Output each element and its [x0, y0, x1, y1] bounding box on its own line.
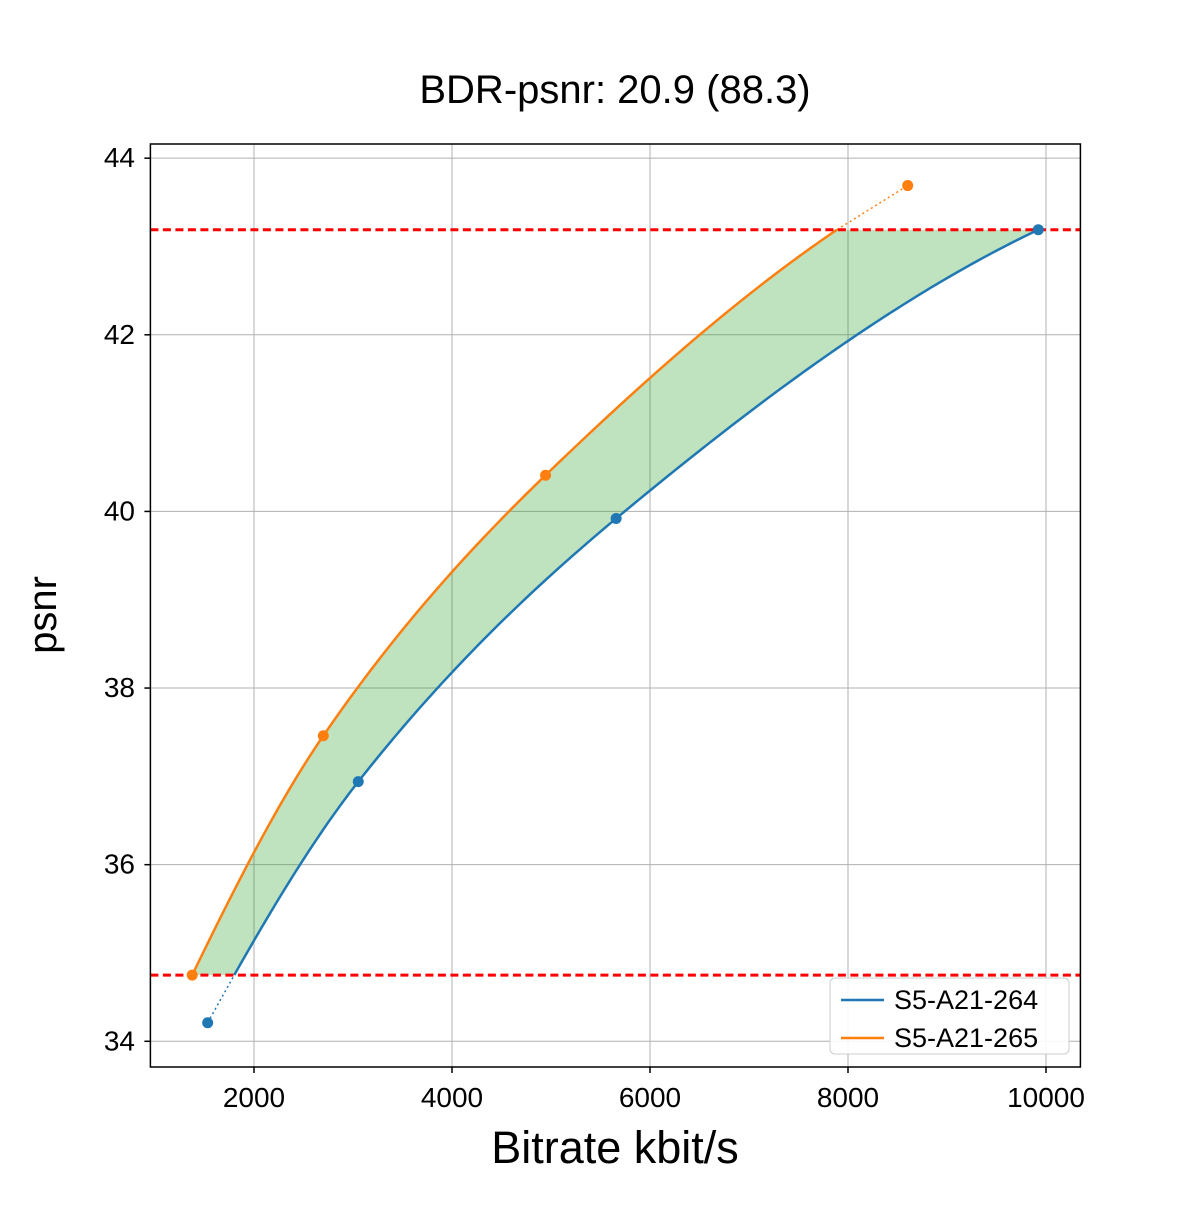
svg-text:Bitrate kbit/s: Bitrate kbit/s [491, 1122, 739, 1173]
svg-text:S5-A21-265: S5-A21-265 [894, 1023, 1038, 1053]
svg-text:4000: 4000 [421, 1082, 483, 1113]
svg-text:38: 38 [104, 672, 135, 703]
svg-text:34: 34 [104, 1025, 135, 1056]
svg-text:40: 40 [104, 495, 135, 526]
svg-text:S5-A21-264: S5-A21-264 [894, 985, 1038, 1015]
svg-text:6000: 6000 [619, 1082, 681, 1113]
svg-text:2000: 2000 [223, 1082, 285, 1113]
svg-text:psnr: psnr [21, 576, 65, 654]
svg-text:10000: 10000 [1007, 1082, 1085, 1113]
svg-text:42: 42 [104, 319, 135, 350]
svg-text:44: 44 [104, 142, 135, 173]
svg-text:BDR-psnr: 20.9 (88.3): BDR-psnr: 20.9 (88.3) [419, 68, 810, 112]
svg-text:36: 36 [104, 849, 135, 880]
svg-text:8000: 8000 [817, 1082, 879, 1113]
